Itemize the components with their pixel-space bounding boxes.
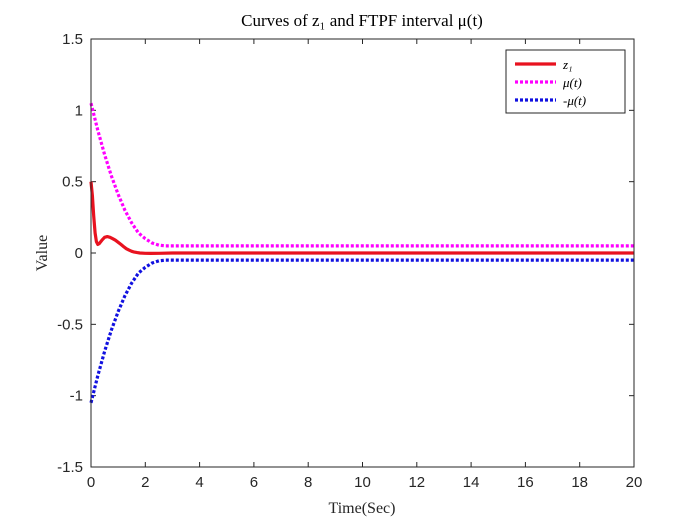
legend-label-z1: z₁ [562, 57, 573, 72]
legend: z₁ μ(t) -μ(t) [505, 49, 626, 114]
y-tick-label: -0.5 [57, 316, 83, 333]
series-line-z1 [89, 181, 634, 255]
legend-label-mu: μ(t) [562, 75, 582, 90]
x-tick-label: 10 [354, 474, 371, 491]
x-tick-label: 4 [195, 474, 203, 491]
x-tick-label: 0 [87, 474, 95, 491]
chart-title: Curves of z₁ and FTPF interval μ(t) [241, 11, 483, 30]
series-line-neg-mu [89, 258, 634, 404]
y-tick-label: -1.5 [57, 459, 83, 476]
y-axis-label: Value [34, 235, 51, 271]
x-axis-label: Time(Sec) [329, 500, 396, 517]
plot-frame [90, 38, 635, 468]
series-layer [89, 102, 634, 404]
ticks-layer: 0 2 4 6 8 10 12 14 16 18 20 -1.5 -1 -0.5 0 0.5 1 1.5 [57, 31, 642, 491]
y-tick-label: 0.5 [62, 174, 83, 191]
x-tick-label: 16 [517, 474, 534, 491]
y-tick-label: 1 [75, 102, 83, 119]
legend-label-neg-mu: -μ(t) [563, 93, 586, 108]
x-tick-label: 20 [626, 474, 643, 491]
x-tick-label: 8 [304, 474, 312, 491]
y-tick-label: -1 [70, 388, 83, 405]
y-tick-label: 1.5 [62, 31, 83, 48]
x-tick-label: 2 [141, 474, 149, 491]
y-tick-label: 0 [75, 245, 83, 262]
series-line-mu [89, 102, 634, 248]
x-tick-label: 12 [408, 474, 425, 491]
x-tick-label: 6 [250, 474, 258, 491]
x-tick-label: 14 [463, 474, 480, 491]
x-tick-label: 18 [571, 474, 588, 491]
